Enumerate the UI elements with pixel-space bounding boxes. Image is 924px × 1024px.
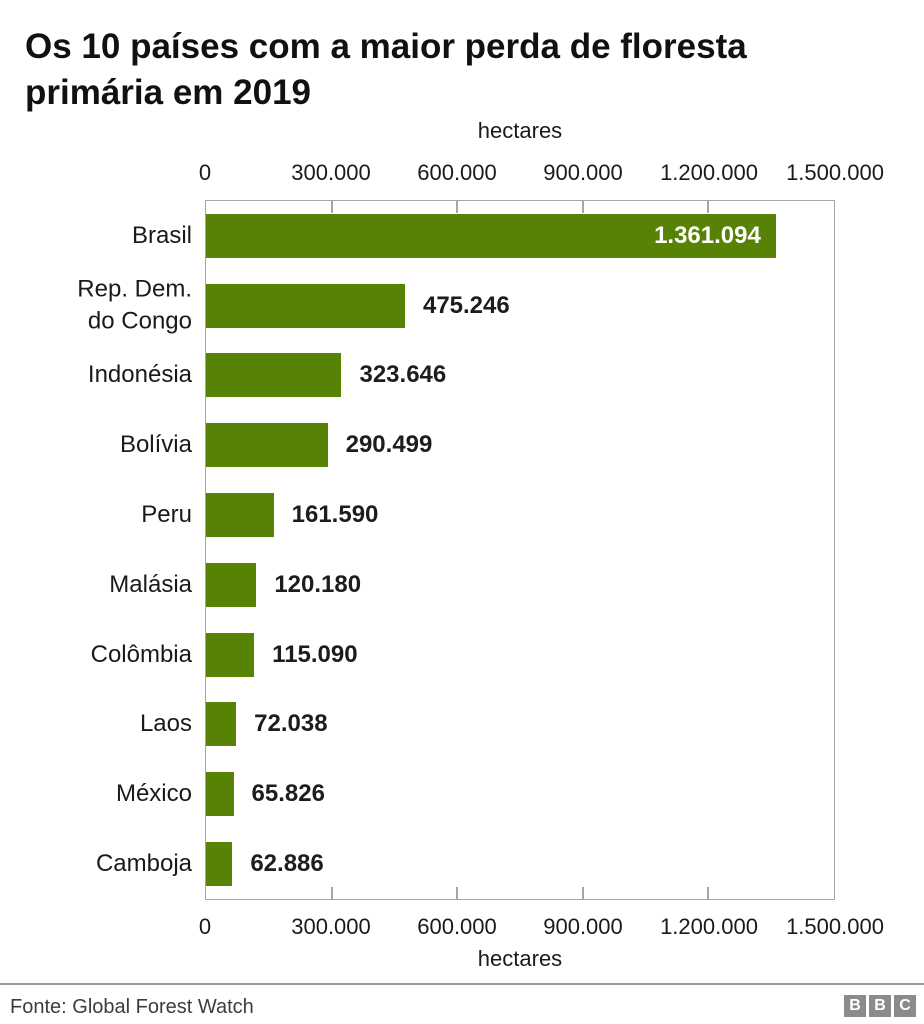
axis-tick-mark [330, 201, 333, 213]
axis-tick-label: 1.200.000 [660, 160, 758, 185]
axis-tick-label: 300.000 [291, 160, 371, 185]
axis-tick-label: 1.500.000 [786, 160, 884, 185]
value-label: 72.038 [254, 710, 328, 738]
footer-divider [0, 983, 924, 985]
bar [206, 702, 237, 747]
bar-row: México 65.826 [116, 759, 834, 829]
top-axis-tick-labels: 0 300.000 600.000 900.000 1.200.000 1.500.000 [199, 156, 884, 190]
category-label: Peru [141, 500, 192, 528]
bar [206, 772, 234, 817]
bar-row: Indonésia 323.646 [88, 341, 834, 411]
value-label: 65.826 [251, 780, 325, 808]
category-label: Laos [139, 710, 192, 738]
bar-row: Laos 72.038 [140, 690, 834, 760]
bar [206, 842, 233, 887]
chart-title: Os 10 países com a maior perda de flores… [25, 27, 747, 112]
value-label: 161.590 [291, 501, 379, 529]
category-label: Bolívia [119, 431, 192, 459]
axis-tick-label: 0 [198, 160, 212, 185]
value-label: 323.646 [359, 361, 447, 389]
axis-tick-label: 600.000 [417, 914, 497, 939]
value-label: 115.090 [272, 640, 358, 668]
axis-tick-mark [707, 201, 710, 213]
bar: 1.361.094 [206, 213, 776, 258]
bar [206, 562, 257, 607]
value-label: 62.886 [250, 850, 324, 878]
axis-tick-label: 1.500.000 [786, 914, 884, 939]
top-axis-unit-label: hectares [477, 118, 563, 143]
category-label: Brasil [131, 221, 192, 249]
bbc-logo-block-b2: B [869, 995, 891, 1017]
axis-tick-label: 900.000 [543, 914, 623, 939]
bbc-logo: B B C [844, 995, 916, 1017]
axis-tick-label: 0 [198, 914, 212, 939]
bar [206, 632, 255, 677]
bar-row: Rep. Dem. do Congo 475.246 [77, 271, 834, 341]
bar-row: Camboja 62.886 [96, 829, 834, 899]
category-label: Colômbia [90, 640, 192, 668]
axis-tick-mark [581, 887, 584, 899]
bar [206, 283, 405, 328]
source-attribution: Fonte: Global Forest Watch [10, 996, 254, 1018]
bar-row: Colômbia 115.090 [91, 620, 834, 690]
category-label: México [115, 780, 192, 808]
category-label: Rep. Dem. do Congo [77, 275, 192, 335]
category-label: Indonésia [87, 361, 192, 389]
category-label: Camboja [95, 849, 192, 877]
bbc-logo-block-b1: B [844, 995, 866, 1017]
axis-tick-mark [330, 887, 333, 899]
plot-area: Brasil 1.361.094 Rep. Dem. do Congo 475.246… [77, 200, 835, 900]
axis-tick-label: 300.000 [291, 914, 371, 939]
value-label: 1.361.094 [654, 221, 761, 249]
value-label: 290.499 [345, 431, 433, 459]
axis-tick-label: 900.000 [543, 160, 623, 185]
axis-tick-mark [707, 887, 710, 899]
value-label: 475.246 [422, 291, 510, 319]
bar [206, 423, 328, 468]
bar [206, 353, 342, 398]
bbc-logo-block-c: C [894, 995, 916, 1017]
bar-row: Malásia 120.180 [109, 550, 834, 620]
bottom-axis-tick-labels: 0 300.000 600.000 900.000 1.200.000 1.500.000 [199, 910, 884, 944]
axis-tick-mark [456, 887, 459, 899]
axis-tick-label: 600.000 [417, 160, 497, 185]
bar-row: Brasil 1.361.094 [132, 201, 834, 271]
bar-row: Peru 161.590 [141, 480, 834, 550]
value-label: 120.180 [274, 570, 362, 598]
axis-tick-label: 1.200.000 [660, 914, 758, 939]
axis-tick-mark [456, 201, 459, 213]
category-label: Malásia [109, 570, 192, 598]
bar [206, 493, 274, 538]
bar-row: Bolívia 290.499 [120, 410, 834, 480]
bottom-axis-unit-label: hectares [477, 946, 563, 971]
axis-tick-mark [581, 201, 584, 213]
